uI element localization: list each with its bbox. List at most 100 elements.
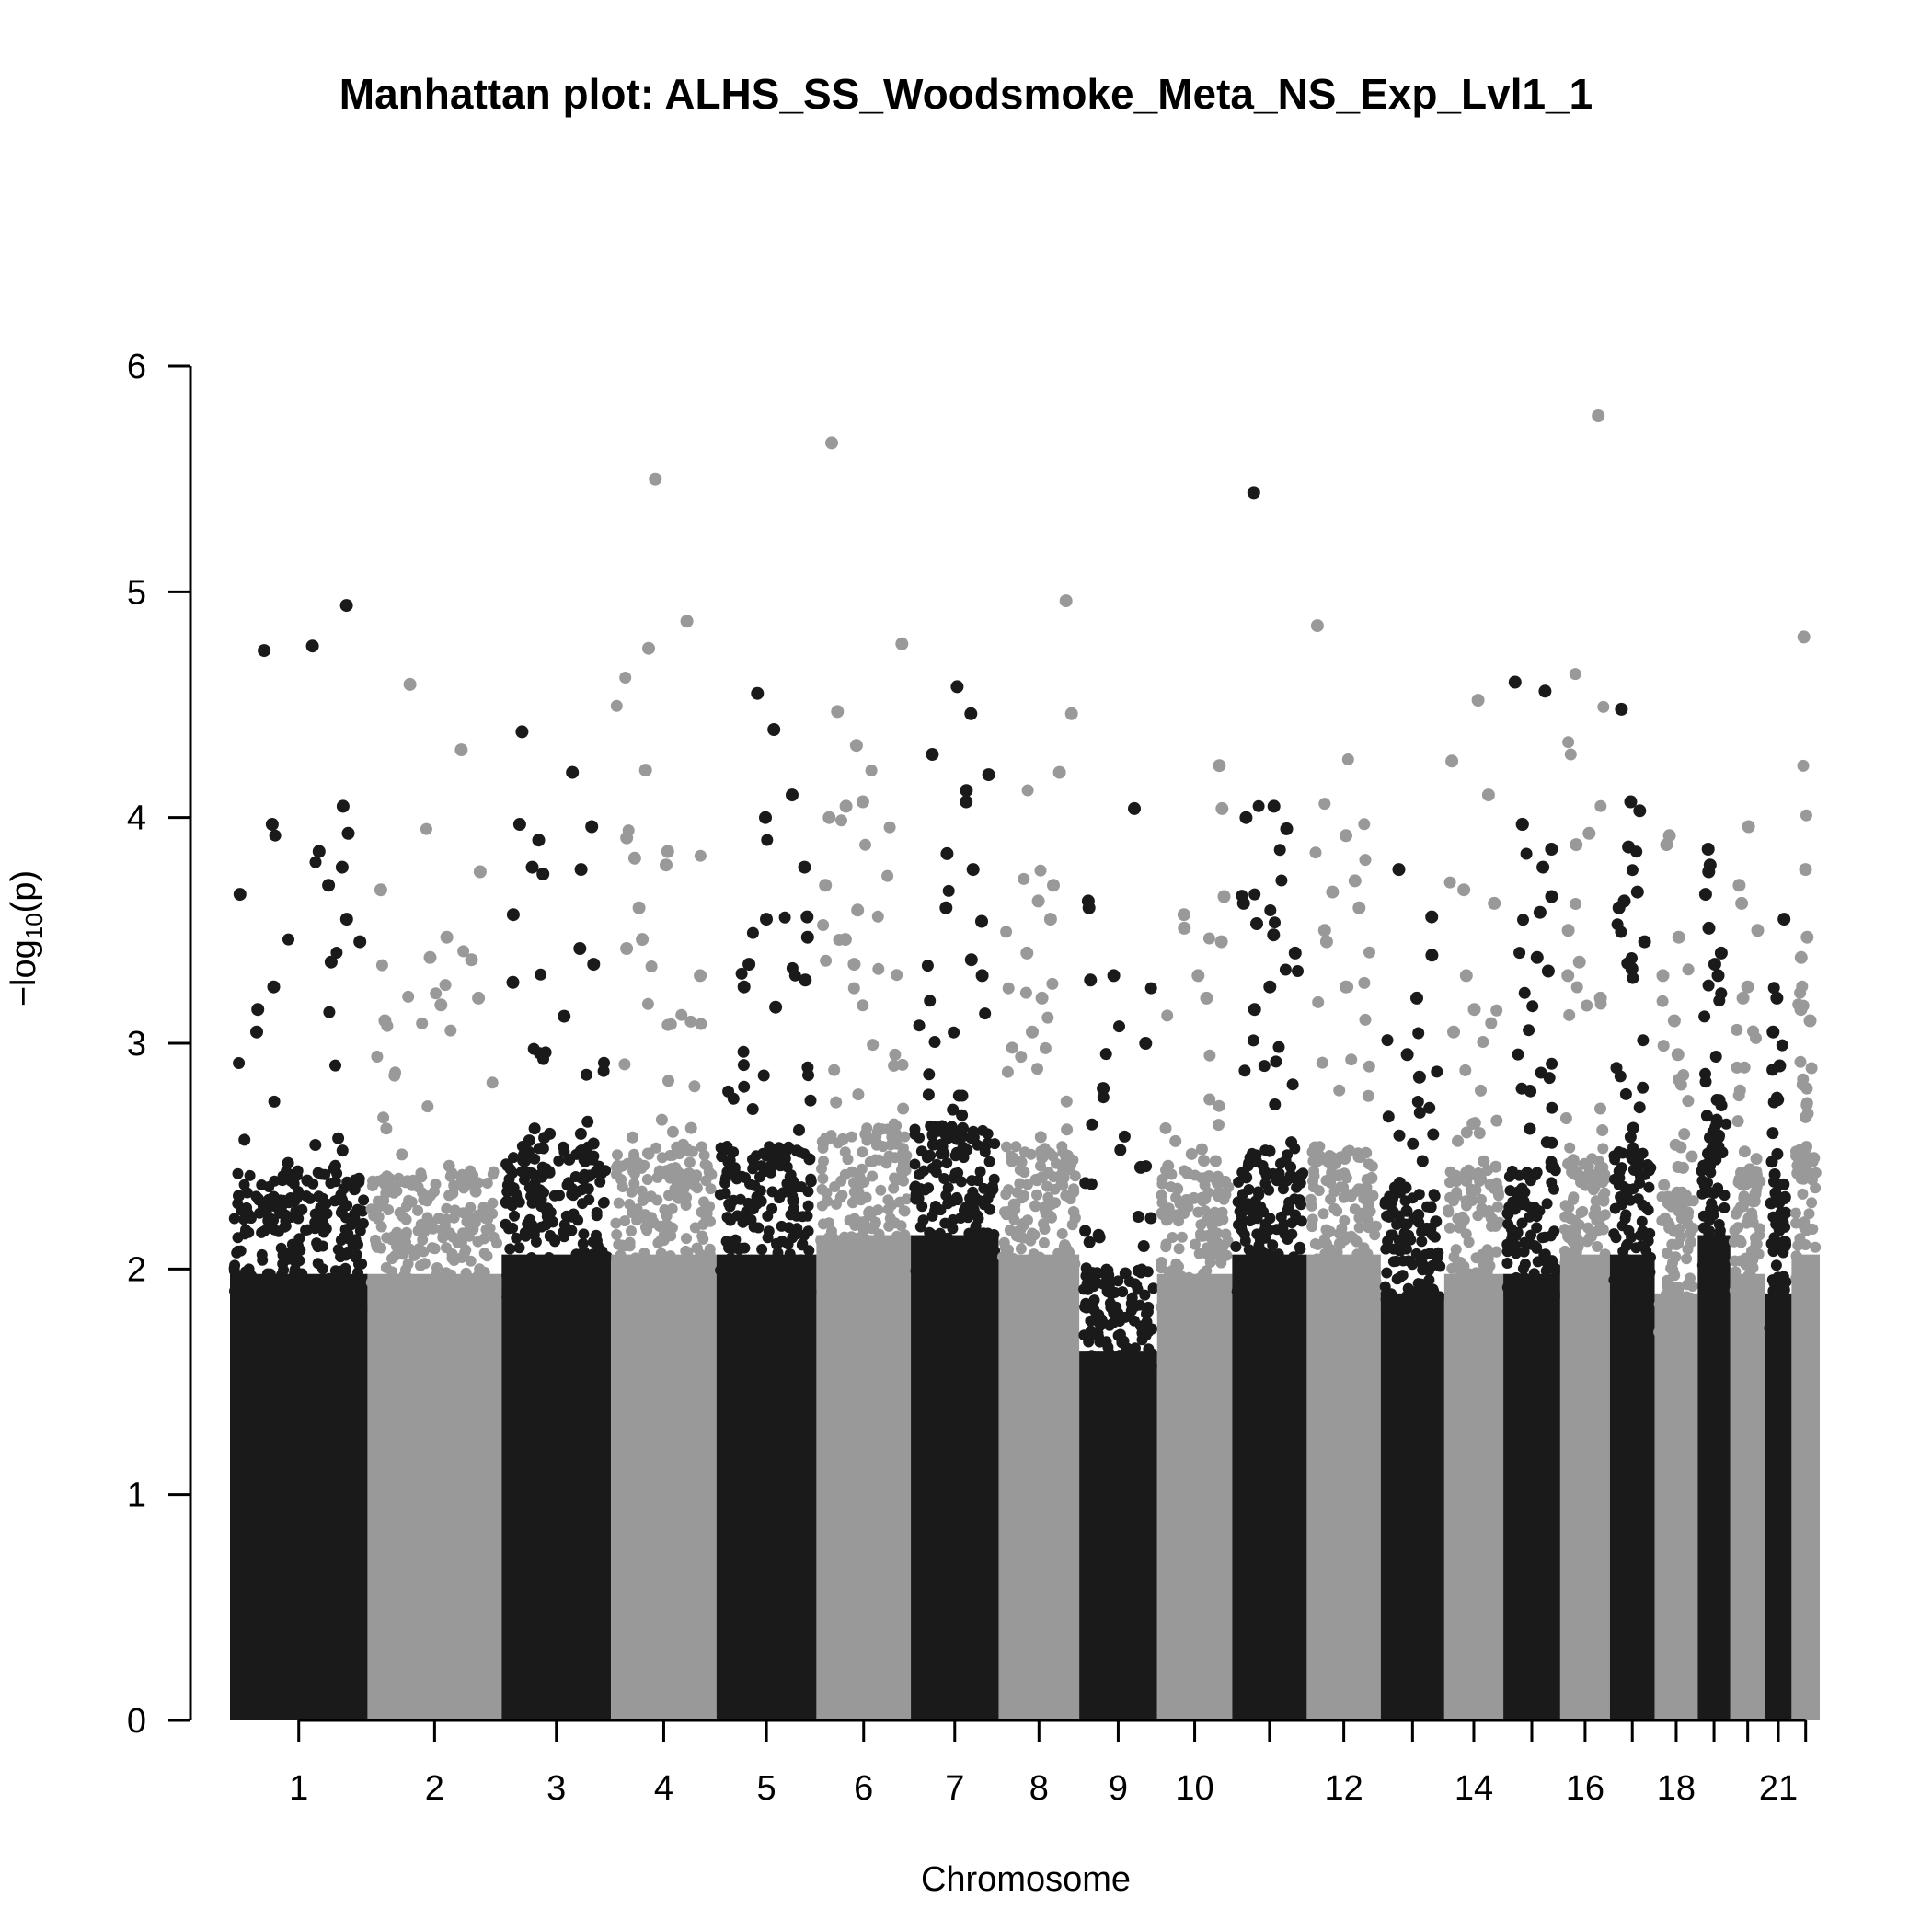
snp-point	[330, 947, 343, 959]
snp-point	[597, 1064, 610, 1077]
snp-point	[1460, 1228, 1472, 1240]
snp-point	[1144, 1212, 1157, 1225]
x-tick-label-8: 8	[1029, 1769, 1049, 1808]
snp-point	[1653, 1298, 1665, 1310]
snp-point	[1232, 1259, 1244, 1271]
snp-point	[455, 1171, 468, 1184]
snp-point	[402, 990, 415, 1003]
snp-point	[792, 1181, 804, 1193]
snp-point	[501, 1179, 513, 1191]
snp-point	[1478, 1155, 1490, 1167]
snp-point	[1251, 1213, 1263, 1225]
snp-point	[1069, 1212, 1081, 1224]
snp-point	[553, 1155, 565, 1167]
snp-point	[1014, 1178, 1026, 1190]
snp-point	[429, 1243, 441, 1255]
snp-peak-point	[819, 879, 833, 892]
snp-peak-point	[1656, 969, 1670, 983]
snp-point	[436, 1308, 448, 1320]
snp-point	[1744, 1295, 1756, 1307]
snp-point	[1810, 1182, 1822, 1194]
snp-point	[1799, 1216, 1811, 1228]
snp-point	[1284, 1161, 1296, 1173]
snp-peak-point	[267, 980, 281, 994]
snp-point	[754, 1275, 765, 1287]
snp-point	[1014, 1271, 1026, 1283]
snp-point	[1069, 1258, 1081, 1270]
snp-peak-point	[1467, 1003, 1481, 1017]
chromosome-4-points	[610, 472, 718, 1720]
snp-point	[967, 1186, 979, 1198]
snp-point	[289, 1267, 301, 1279]
snp-point	[744, 1260, 756, 1271]
snp-peak-point	[1633, 804, 1647, 818]
snp-point	[1092, 1228, 1105, 1241]
snp-peak-point	[1288, 946, 1302, 960]
snp-point	[1040, 1284, 1052, 1295]
snp-point	[239, 1287, 250, 1299]
snp-point	[898, 1250, 910, 1262]
snp-point	[910, 1265, 922, 1277]
snp-point	[1411, 1096, 1424, 1108]
y-tick-label: 3	[127, 1025, 146, 1064]
snp-point	[957, 1141, 970, 1154]
snp-point	[757, 1260, 769, 1272]
snp-point	[871, 1138, 883, 1150]
snp-point	[387, 1283, 399, 1295]
snp-point	[1570, 1247, 1582, 1258]
snp-point	[871, 910, 884, 923]
snp-point	[1104, 1297, 1116, 1309]
snp-peak-point	[1777, 913, 1791, 926]
snp-point	[286, 1238, 298, 1250]
snp-point	[872, 1266, 884, 1278]
snp-point	[509, 1210, 520, 1222]
snp-point	[329, 1176, 341, 1188]
snp-point	[1331, 1205, 1343, 1217]
snp-point	[899, 1131, 911, 1143]
snp-peak-point	[737, 980, 751, 994]
snp-point	[1750, 1232, 1761, 1244]
snp-point	[481, 1250, 493, 1262]
snp-point	[1517, 914, 1529, 926]
snp-point	[437, 1229, 449, 1240]
snp-point	[948, 1213, 959, 1225]
snp-point	[720, 1171, 732, 1183]
snp-point	[1541, 1258, 1553, 1270]
snp-point	[1159, 1121, 1172, 1134]
snp-point	[611, 1285, 623, 1297]
snp-point	[651, 1194, 663, 1206]
snp-point	[1407, 1192, 1419, 1204]
snp-point	[1086, 1118, 1098, 1131]
snp-peak-point	[1615, 702, 1628, 716]
snp-peak-point	[632, 901, 646, 914]
snp-point	[1501, 1246, 1513, 1258]
snp-point	[1039, 1041, 1052, 1054]
snp-point	[749, 1179, 761, 1191]
snp-point	[515, 1264, 527, 1276]
snp-point	[1434, 1260, 1446, 1272]
snp-point	[1050, 1261, 1062, 1273]
snp-point	[401, 1226, 412, 1238]
chromosome-1-dense-points	[230, 1273, 368, 1720]
snp-point	[1209, 1155, 1222, 1167]
snp-point	[1292, 965, 1304, 977]
snp-point	[739, 1242, 751, 1254]
snp-point	[1173, 1243, 1185, 1255]
snp-peak-point	[800, 930, 814, 944]
snp-peak-point	[895, 637, 909, 650]
snp-peak-point	[1714, 946, 1728, 960]
snp-point	[793, 1123, 805, 1136]
snp-point	[962, 1212, 974, 1224]
snp-peak-point	[374, 883, 387, 897]
snp-point	[1548, 1183, 1559, 1195]
snp-point	[673, 1168, 686, 1180]
snp-point	[430, 1179, 442, 1190]
snp-point	[756, 1244, 768, 1255]
snp-point	[587, 1248, 599, 1260]
snp-peak-point	[336, 799, 350, 813]
snp-point	[1145, 1366, 1157, 1378]
snp-point	[1490, 1246, 1502, 1258]
snp-peak-point	[305, 639, 319, 653]
snp-point	[1405, 1285, 1417, 1297]
snp-point	[788, 969, 801, 982]
